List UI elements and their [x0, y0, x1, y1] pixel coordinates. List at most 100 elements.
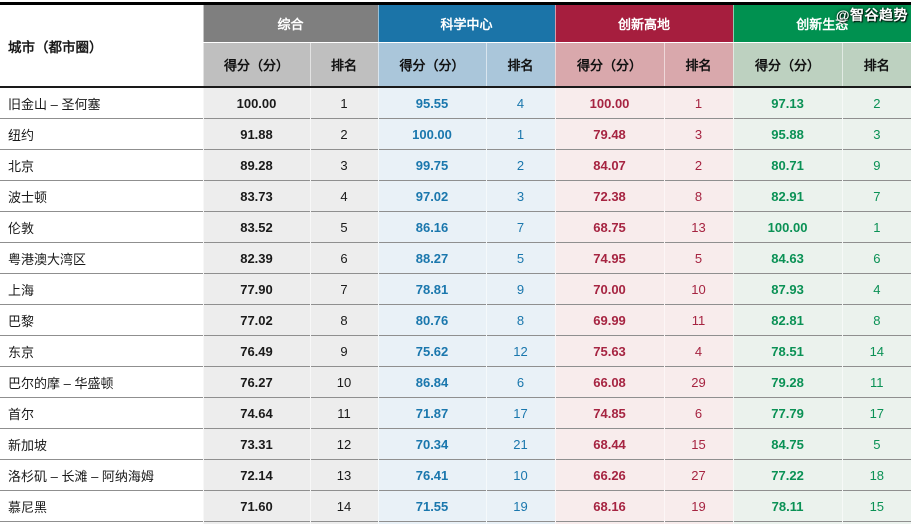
score-cell: 71.87	[377, 397, 487, 429]
rank-cell: 15	[309, 521, 379, 524]
score-cell: 68.44	[554, 428, 665, 460]
score-cell: 82.39	[202, 242, 310, 274]
score-cell: 71.34	[202, 521, 310, 524]
city-name: 巴黎	[0, 304, 203, 336]
score-cell: 79.28	[732, 366, 843, 398]
score-cell: 78.81	[377, 273, 487, 305]
group-header-innovation-highland: 创新高地	[554, 3, 734, 43]
score-cell: 100.00	[732, 211, 843, 243]
table-row: 东京 76.49 9 75.62 12 75.63 4 78.51 14	[0, 335, 911, 367]
rank-cell: 3	[485, 180, 556, 212]
city-name: 旧金山 – 圣何塞	[0, 86, 203, 119]
rank-cell: 5	[485, 242, 556, 274]
score-cell: 100.00	[377, 118, 487, 150]
score-column-header: 得分（分）	[377, 42, 487, 88]
rank-cell: 8	[841, 304, 911, 336]
score-cell: 97.02	[377, 180, 487, 212]
score-cell: 88.27	[377, 242, 487, 274]
score-cell: 97.13	[732, 86, 843, 119]
score-cell: 74.64	[202, 397, 310, 429]
table-row: 巴黎 77.02 8 80.76 8 69.99 11 82.81 8	[0, 304, 911, 336]
score-cell: 74.85	[554, 397, 665, 429]
city-name: 北京	[0, 149, 203, 181]
score-cell: 66.26	[554, 459, 665, 491]
city-name: 纽约	[0, 118, 203, 150]
rank-cell: 4	[663, 335, 734, 367]
table-row: 纽约 91.88 2 100.00 1 79.48 3 95.88 3	[0, 118, 911, 150]
score-cell: 84.75	[732, 428, 843, 460]
city-name: 洛杉矶 – 长滩 – 阿纳海姆	[0, 459, 203, 491]
rank-cell: 10	[485, 459, 556, 491]
score-cell: 83.73	[202, 180, 310, 212]
score-cell: 99.75	[377, 149, 487, 181]
score-cell: 100.00	[554, 86, 665, 119]
subheader-row: 得分（分） 排名 得分（分） 排名 得分（分） 排名 得分（分） 排名	[0, 42, 911, 88]
score-cell: 82.91	[732, 180, 843, 212]
rank-cell: 13	[309, 459, 379, 491]
rank-cell: 2	[841, 86, 911, 119]
rank-cell: 3	[663, 118, 734, 150]
score-cell: 100.00	[202, 86, 310, 119]
rank-cell: 12	[309, 428, 379, 460]
rank-cell: 1	[309, 86, 379, 119]
score-cell: 68.75	[554, 211, 665, 243]
rank-cell: 8	[485, 304, 556, 336]
city-name: 波士顿	[0, 180, 203, 212]
score-cell: 76.41	[377, 459, 487, 491]
rank-cell: 3	[309, 149, 379, 181]
city-name: 巴尔的摩 – 华盛顿	[0, 366, 203, 398]
score-cell: 68.16	[554, 490, 665, 522]
rank-column-header: 排名	[309, 42, 379, 88]
rank-cell: 2	[663, 149, 734, 181]
table-row: 洛杉矶 – 长滩 – 阿纳海姆 72.14 13 76.41 10 66.26 27 77.2…	[0, 459, 911, 491]
rank-cell: 5	[663, 242, 734, 274]
rank-cell: 7	[485, 211, 556, 243]
rank-cell: 14	[841, 335, 911, 367]
city-name: 新加坡	[0, 428, 203, 460]
table-row: 首尔 74.64 11 71.87 17 74.85 6 77.79 17	[0, 397, 911, 429]
table-body: 旧金山 – 圣何塞 100.00 1 95.55 4 100.00 1 97.13 2 纽约 91.…	[0, 86, 911, 524]
rank-cell: 14	[309, 490, 379, 522]
score-cell: 91.88	[202, 118, 310, 150]
rank-column-header: 排名	[841, 42, 911, 88]
table-row: 波士顿 83.73 4 97.02 3 72.38 8 82.91 7	[0, 180, 911, 212]
rank-cell: 1	[841, 211, 911, 243]
rank-cell: 15	[663, 428, 734, 460]
score-cell: 72.38	[554, 180, 665, 212]
rank-cell: 21	[841, 521, 911, 524]
score-cell: 75.62	[377, 335, 487, 367]
rank-cell: 17	[841, 397, 911, 429]
group-header-comprehensive: 综合	[202, 3, 379, 43]
score-cell: 69.30	[377, 521, 487, 524]
score-cell: 70.34	[377, 428, 487, 460]
table-row: 上海 77.90 7 78.81 9 70.00 10 87.93 4	[0, 273, 911, 305]
rank-cell: 7	[841, 180, 911, 212]
rank-cell: 4	[485, 86, 556, 119]
rank-cell: 8	[663, 180, 734, 212]
rank-cell: 8	[309, 304, 379, 336]
score-cell: 77.90	[202, 273, 310, 305]
score-cell: 77.79	[732, 397, 843, 429]
score-cell: 71.55	[377, 490, 487, 522]
score-cell: 95.55	[377, 86, 487, 119]
rank-cell: 12	[485, 335, 556, 367]
table-row: 伦敦 83.52 5 86.16 7 68.75 13 100.00 1	[0, 211, 911, 243]
city-name: 伦敦	[0, 211, 203, 243]
score-cell: 69.99	[554, 304, 665, 336]
city-name: 西雅图 – 塔科马 – 贝尔维尤	[0, 521, 203, 524]
rank-cell: 10	[663, 273, 734, 305]
rank-cell: 28	[485, 521, 556, 524]
score-cell: 84.07	[554, 149, 665, 181]
score-cell: 75.63	[554, 335, 665, 367]
score-cell: 78.11	[732, 490, 843, 522]
city-name: 粤港澳大湾区	[0, 242, 203, 274]
rank-cell: 11	[309, 397, 379, 429]
score-cell: 86.84	[377, 366, 487, 398]
rank-cell: 4	[841, 273, 911, 305]
score-cell: 84.63	[732, 242, 843, 274]
rank-cell: 2	[485, 149, 556, 181]
score-cell: 78.51	[732, 335, 843, 367]
score-cell: 82.81	[732, 304, 843, 336]
rank-cell: 3	[841, 118, 911, 150]
